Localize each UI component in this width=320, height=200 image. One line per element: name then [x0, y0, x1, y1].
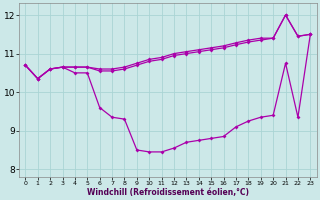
X-axis label: Windchill (Refroidissement éolien,°C): Windchill (Refroidissement éolien,°C) — [87, 188, 249, 197]
